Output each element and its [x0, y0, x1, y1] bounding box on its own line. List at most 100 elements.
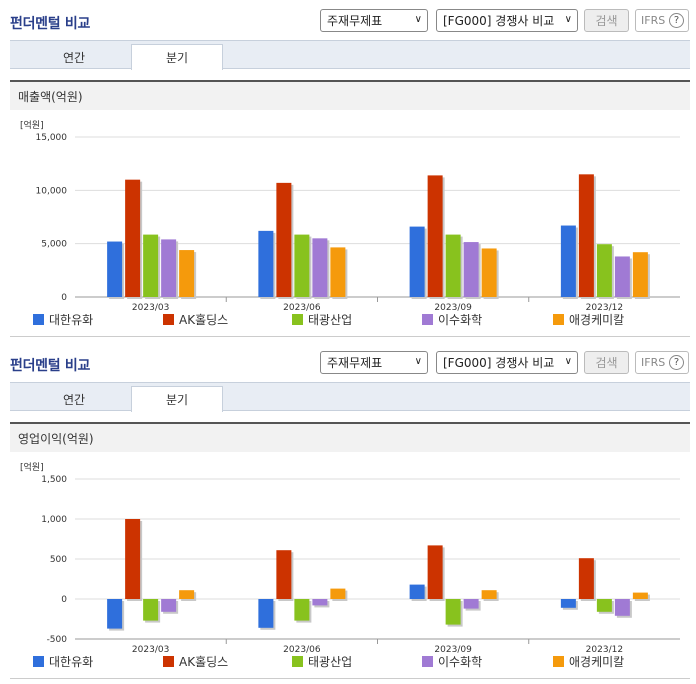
y-tick-label: 1,000 [41, 515, 67, 525]
legend-swatch [553, 314, 564, 325]
legend-label: 대한유화 [49, 313, 94, 327]
legend-label: 태광산업 [308, 313, 353, 327]
tab-annual[interactable]: 연간 [62, 392, 86, 407]
bar [481, 590, 497, 599]
legend-item[interactable]: 대한유화 [33, 311, 93, 328]
bar [107, 599, 123, 629]
x-tick-label: 2023/06 [283, 303, 321, 313]
bar [107, 241, 123, 297]
x-tick-label: 2023/06 [283, 645, 321, 655]
bar [143, 599, 159, 621]
bar [632, 252, 648, 297]
bar [578, 174, 594, 297]
x-tick-label: 2023/09 [434, 303, 472, 313]
legend-item[interactable]: 애경케미칼 [553, 653, 624, 670]
chevron-down-icon: ∨ [414, 356, 422, 367]
legend-label: 태광산업 [308, 655, 353, 669]
bar [481, 248, 497, 297]
chart-legend: 대한유화 AK홀딩스 태광산업 이수화학 애경케미칼 [0, 311, 696, 331]
legend-swatch [33, 656, 44, 667]
fundamental-panel-operating-profit: 펀더멘털 비교 주재무제표 ∨ [FG000] 경쟁사 비교 ∨ 검색 IFRS… [0, 342, 696, 684]
bar [560, 599, 576, 608]
divider [10, 336, 690, 337]
panel-title: 펀더멘털 비교 [10, 16, 91, 32]
legend-item[interactable]: 이수화학 [422, 653, 482, 670]
legend-label: AK홀딩스 [179, 655, 229, 669]
bar [276, 182, 292, 297]
legend-label: 애경케미칼 [569, 655, 625, 669]
compare-select-value: [FG000] 경쟁사 비교 [443, 356, 555, 370]
period-tabs: 연간 분기 [10, 40, 690, 70]
y-tick-label: 0 [61, 595, 67, 605]
legend-swatch [422, 656, 433, 667]
legend-swatch [163, 314, 174, 325]
bar [614, 599, 630, 616]
legend-label: AK홀딩스 [179, 313, 229, 327]
tab-annual[interactable]: 연간 [62, 50, 86, 65]
tab-quarterly[interactable]: 분기 [131, 386, 223, 412]
bar [330, 588, 346, 599]
revenue-bar-chart: 0 5,000 10,000 15,000 2023/03 2023/06 2023/09 2… [36, 133, 680, 313]
statement-select-value: 주재무제표 [327, 14, 383, 28]
period-tabs: 연간 분기 [10, 382, 690, 412]
bar [179, 250, 195, 297]
x-tick-label: 2023/03 [132, 303, 169, 313]
y-tick-label: 10,000 [36, 186, 68, 196]
search-button[interactable]: 검색 [584, 351, 629, 374]
bar [294, 234, 310, 297]
bar [161, 599, 177, 612]
legend-item[interactable]: 태광산업 [292, 653, 352, 670]
bar [445, 599, 461, 625]
search-button[interactable]: 검색 [584, 9, 629, 32]
chart-header: 영업이익(억원) [10, 422, 690, 452]
legend-label: 이수화학 [438, 313, 483, 327]
legend-swatch [33, 314, 44, 325]
bar [614, 256, 630, 297]
x-tick-label: 2023/09 [434, 645, 472, 655]
bar [578, 558, 594, 599]
legend-swatch [422, 314, 433, 325]
unit-label: [억원] [20, 121, 44, 131]
fundamental-panel-revenue: 펀더멘털 비교 주재무제표 ∨ [FG000] 경쟁사 비교 ∨ 검색 IFRS… [0, 9, 696, 337]
bar [596, 244, 612, 297]
x-tick-label: 2023/03 [132, 645, 169, 655]
legend-item[interactable]: 태광산업 [292, 311, 352, 328]
chevron-down-icon: ∨ [414, 14, 422, 25]
bar [560, 225, 576, 297]
ifrs-label: IFRS [641, 356, 666, 369]
legend-item[interactable]: 대한유화 [33, 653, 93, 670]
legend-item[interactable]: 애경케미칼 [553, 311, 624, 328]
bar [427, 175, 443, 297]
legend-item[interactable]: 이수화학 [422, 311, 482, 328]
statement-select-value: 주재무제표 [327, 356, 383, 370]
y-tick-label: 0 [61, 293, 67, 303]
compare-select[interactable]: [FG000] 경쟁사 비교 ∨ [436, 9, 578, 32]
bar [143, 234, 159, 297]
statement-select[interactable]: 주재무제표 ∨ [320, 351, 428, 374]
ifrs-help-button[interactable]: IFRS ? [635, 351, 689, 374]
tab-quarterly[interactable]: 분기 [131, 44, 223, 70]
legend-swatch [163, 656, 174, 667]
legend-swatch [553, 656, 564, 667]
bar [125, 519, 141, 599]
divider [10, 678, 690, 679]
bar [596, 599, 612, 612]
compare-select[interactable]: [FG000] 경쟁사 비교 ∨ [436, 351, 578, 374]
ifrs-help-button[interactable]: IFRS ? [635, 9, 689, 32]
bar [276, 550, 292, 599]
bar [312, 599, 328, 606]
legend-item[interactable]: AK홀딩스 [163, 653, 228, 670]
y-tick-label: -500 [47, 635, 68, 645]
x-tick-label: 2023/12 [586, 645, 623, 655]
legend-label: 이수화학 [438, 655, 483, 669]
statement-select[interactable]: 주재무제표 ∨ [320, 9, 428, 32]
bar [330, 247, 346, 297]
y-tick-label: 1,500 [41, 475, 67, 485]
bar [409, 584, 425, 599]
legend-swatch [292, 314, 303, 325]
bar [258, 599, 274, 628]
chevron-down-icon: ∨ [564, 14, 572, 25]
bar [409, 226, 425, 297]
bar [161, 239, 177, 297]
legend-item[interactable]: AK홀딩스 [163, 311, 228, 328]
